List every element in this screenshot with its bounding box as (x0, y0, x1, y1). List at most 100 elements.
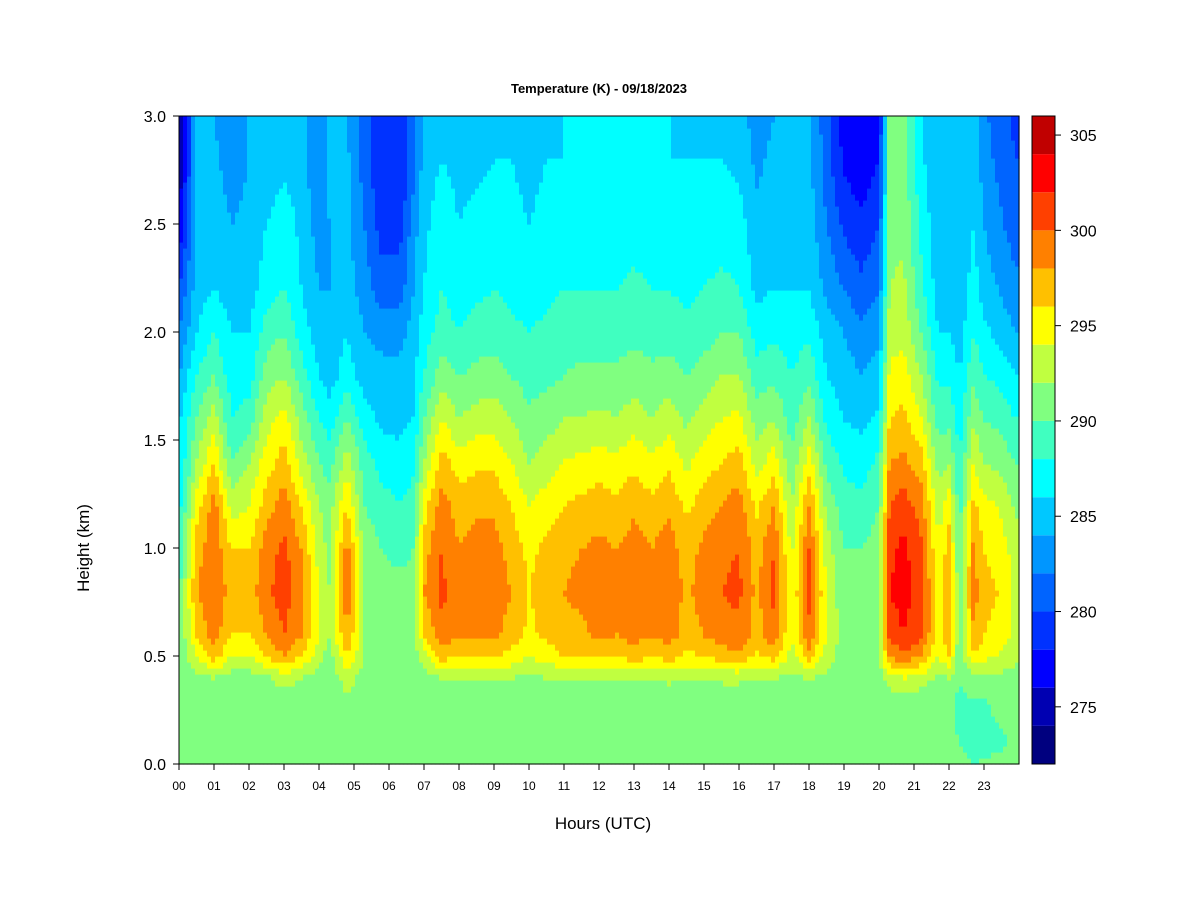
heatmap-cell (1011, 506, 1016, 669)
heatmap-cell (739, 662, 744, 669)
heatmap-cell (495, 476, 500, 531)
heatmap-cell (667, 356, 672, 399)
heatmap-cell (439, 644, 444, 663)
heatmap-cell (523, 674, 528, 765)
heatmap-cell (487, 656, 492, 669)
heatmap-cell (867, 254, 872, 309)
heatmap-cell (707, 668, 712, 681)
heatmap-cell (579, 656, 584, 669)
heatmap-cell (927, 578, 932, 633)
heatmap-cell (623, 404, 628, 447)
heatmap-cell (303, 452, 308, 489)
heatmap-cell (227, 542, 232, 639)
heatmap-cell (807, 680, 812, 765)
colorbar-tick-label: 275 (1070, 700, 1097, 717)
heatmap-cell (519, 116, 524, 195)
heatmap-cell (247, 116, 252, 333)
heatmap-cell (347, 692, 352, 765)
heatmap-cell (911, 470, 916, 507)
y-tick-label: 1.5 (144, 433, 166, 450)
heatmap-cell (835, 272, 840, 321)
heatmap-cell (199, 602, 204, 645)
heatmap-cell (771, 344, 776, 387)
heatmap-cell (179, 242, 184, 279)
heatmap-cell (483, 356, 488, 399)
heatmap-cell (671, 116, 676, 159)
heatmap-cell (823, 464, 828, 507)
heatmap-cell (691, 650, 696, 669)
heatmap-cell (239, 200, 244, 333)
heatmap-cell (563, 458, 568, 507)
heatmap-cell (767, 116, 772, 141)
heatmap-cell (223, 374, 228, 423)
heatmap-cell (807, 290, 812, 345)
heatmap-cell (631, 476, 636, 519)
heatmap-cell (343, 422, 348, 453)
heatmap-cell (275, 338, 280, 381)
heatmap-cell (467, 410, 472, 441)
colorbar-tick-label: 305 (1070, 128, 1097, 145)
heatmap-cell (331, 428, 336, 465)
colorbar-swatch (1032, 497, 1055, 536)
heatmap-cell (283, 662, 288, 675)
colorbar-tick-label: 300 (1070, 223, 1097, 240)
heatmap-cell (371, 458, 376, 525)
heatmap-cell (495, 356, 500, 399)
heatmap-cell (647, 680, 652, 765)
heatmap-cell (215, 416, 220, 447)
heatmap-cell (627, 668, 632, 681)
heatmap-cell (259, 260, 264, 333)
heatmap-cell (579, 116, 584, 291)
heatmap-cell (215, 656, 220, 669)
heatmap-cell (623, 278, 628, 357)
heatmap-cell (551, 386, 556, 435)
heatmap-cell (771, 290, 776, 345)
heatmap-cell (955, 572, 960, 645)
heatmap-cell (727, 494, 732, 573)
heatmap-cell (623, 536, 628, 639)
heatmap-cell (207, 446, 212, 477)
heatmap-cell (931, 644, 936, 663)
heatmap-cell (715, 116, 720, 159)
colorbar-tick-label: 285 (1070, 509, 1097, 526)
heatmap-cell (935, 116, 940, 321)
heatmap-cell (935, 656, 940, 675)
heatmap-cell (299, 506, 304, 549)
heatmap-cell (715, 338, 720, 381)
heatmap-cell (307, 464, 312, 501)
heatmap-cell (607, 488, 612, 543)
heatmap-cell (631, 266, 636, 351)
heatmap-cell (347, 548, 352, 615)
heatmap-cell (731, 452, 736, 489)
heatmap-cell (675, 452, 680, 495)
heatmap-cell (231, 548, 236, 633)
heatmap-cell (815, 644, 820, 663)
heatmap-cell (571, 500, 576, 567)
heatmap-cell (903, 452, 908, 489)
heatmap-cell (763, 350, 768, 393)
heatmap-cell (567, 458, 572, 501)
heatmap-cell (803, 392, 808, 429)
heatmap-cell (575, 290, 580, 363)
heatmap-cell (439, 422, 444, 453)
heatmap-cell (783, 458, 788, 501)
heatmap-cell (855, 200, 860, 261)
heatmap-cell (283, 410, 288, 447)
heatmap-cell (627, 116, 632, 273)
heatmap-cell (815, 530, 820, 645)
heatmap-cell (215, 290, 220, 339)
heatmap-cell (435, 314, 440, 369)
heatmap-cell (723, 272, 728, 333)
heatmap-cell (411, 116, 416, 195)
heatmap-cell (603, 362, 608, 411)
heatmap-cell (543, 314, 548, 393)
heatmap-cell (827, 668, 832, 765)
heatmap-cell (1015, 332, 1020, 375)
heatmap-cell (923, 434, 928, 471)
heatmap-cell (895, 458, 900, 495)
heatmap-cell (191, 116, 196, 291)
heatmap-cell (619, 446, 624, 489)
heatmap-cell (243, 440, 248, 471)
heatmap-cell (727, 332, 732, 375)
heatmap-cell (347, 668, 352, 693)
